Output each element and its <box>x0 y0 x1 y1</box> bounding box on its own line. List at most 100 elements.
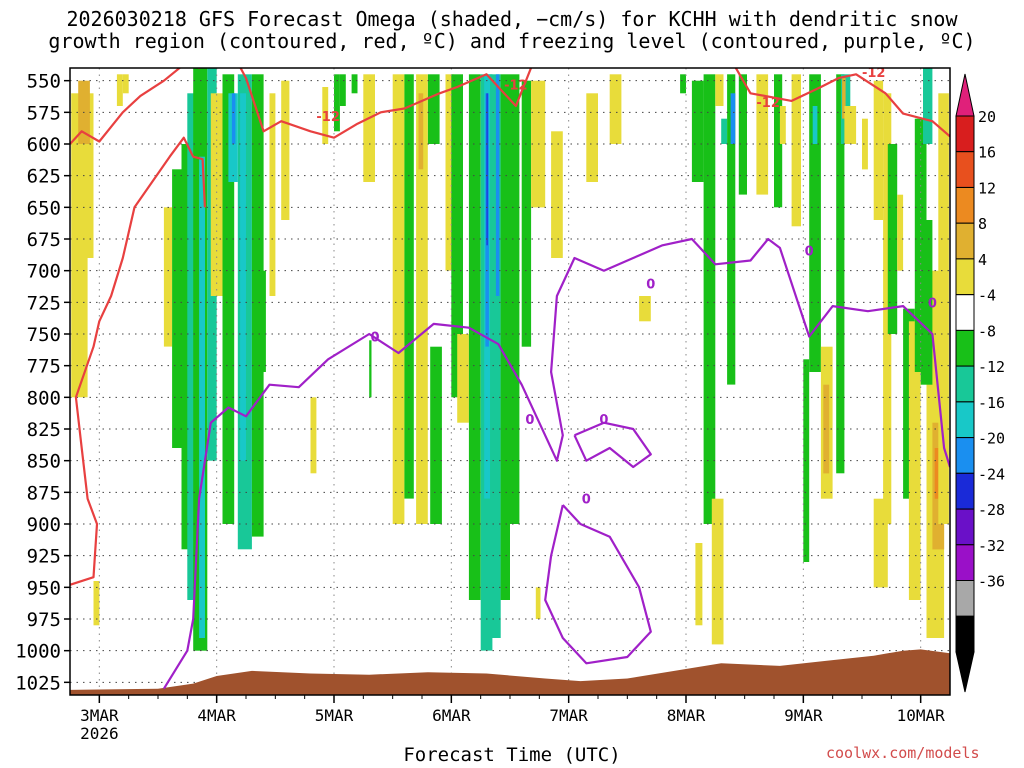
colorbar-label: -32 <box>978 537 1005 555</box>
omega-cell <box>457 334 469 423</box>
omega-cell <box>897 194 904 271</box>
colorbar-segment <box>955 401 975 439</box>
omega-cell <box>812 106 818 144</box>
omega-cell <box>609 74 622 144</box>
omega-cell <box>680 74 686 94</box>
omega-cell <box>809 74 821 373</box>
terrain-fill <box>70 649 950 695</box>
contour-label: 0 <box>371 331 380 346</box>
omega-cell <box>451 74 463 398</box>
omega-cell <box>934 448 940 499</box>
colorbar-segment <box>955 580 975 617</box>
contour-lines: -12 -12 -12 -12 0 0 0 0 0 0 0 <box>70 66 950 690</box>
contour-label: 0 <box>582 493 591 508</box>
colorbar-segment <box>955 329 975 367</box>
omega-cell <box>199 156 205 638</box>
x-tick-label: 3MAR <box>80 706 119 725</box>
y-tick-label: 850 <box>27 451 61 473</box>
omega-cell <box>695 543 703 626</box>
omega-cell <box>521 80 532 347</box>
contour-label: -12 <box>756 96 780 111</box>
omega-cell <box>842 78 846 119</box>
omega-cell <box>210 93 223 296</box>
x-tick-label: 5MAR <box>315 706 354 725</box>
colorbar-segment <box>955 544 975 581</box>
omega-cell <box>721 118 728 144</box>
colorbar: 20 16 12 8 4 -4 -8 -12 -16 -20 -24 -28 -32 -36 <box>955 73 1005 693</box>
colorbar-bottom-arrow <box>955 651 975 693</box>
omega-cell <box>416 74 428 525</box>
omega-cell <box>445 74 454 271</box>
omega-cell <box>510 74 520 525</box>
omega-cell <box>873 498 888 588</box>
omega-cell <box>172 169 182 449</box>
omega-cell <box>756 74 769 195</box>
x-tick-label: 7MAR <box>549 706 588 725</box>
y-tick-label: 900 <box>27 514 61 536</box>
omega-cell <box>495 74 500 296</box>
credit-link[interactable]: coolwx.com/models <box>826 744 980 762</box>
colorbar-label: -20 <box>978 430 1005 448</box>
y-tick-label: 675 <box>27 229 61 251</box>
omega-cell <box>730 93 736 144</box>
y-tick-label: 1000 <box>15 641 61 663</box>
omega-cell <box>322 87 329 144</box>
omega-cell <box>71 258 88 398</box>
colorbar-label: 12 <box>978 179 996 197</box>
y-tick-label: 600 <box>27 134 61 156</box>
colorbar-segment <box>955 472 975 510</box>
omega-cell <box>310 397 317 474</box>
omega-cell <box>392 74 405 525</box>
omega-cell <box>163 207 173 347</box>
y-tick-label: 875 <box>27 482 61 504</box>
contour-label: 0 <box>525 413 534 428</box>
x-tick-label: 9MAR <box>784 706 823 725</box>
y-tick-label: 800 <box>27 387 61 409</box>
omega-cell <box>887 144 898 334</box>
omega-cell <box>222 74 235 525</box>
omega-cell <box>738 74 747 195</box>
y-tick-label: 975 <box>27 609 61 631</box>
omega-cell <box>715 74 724 106</box>
omega-cell <box>369 340 372 398</box>
contour-label: 0 <box>928 296 937 311</box>
omega-cell <box>691 80 704 182</box>
omega-cell <box>923 68 933 144</box>
omega-cell <box>551 131 563 258</box>
y-tick-label: 925 <box>27 546 61 568</box>
x-tick-label: 6MAR <box>432 706 471 725</box>
omega-cell <box>187 93 199 601</box>
x-tick-label: 4MAR <box>197 706 236 725</box>
colorbar-label: -8 <box>978 322 996 340</box>
omega-cell <box>920 220 933 385</box>
colorbar-segment <box>955 294 975 331</box>
omega-cell <box>727 74 736 385</box>
colorbar-segment <box>955 187 975 224</box>
dgz-minus12-contour <box>70 68 950 145</box>
omega-cell <box>122 74 129 94</box>
chart-title: 2026030218 GFS Forecast Omega (shaded, −… <box>48 7 976 53</box>
colorbar-label: -4 <box>978 287 996 305</box>
omega-shading <box>71 68 949 651</box>
contour-label: -12 <box>862 66 886 81</box>
freezing-level-contour <box>162 237 950 690</box>
omega-cell <box>116 74 123 106</box>
omega-cell <box>363 74 375 182</box>
omega-cell <box>93 581 100 626</box>
omega-cell <box>639 296 651 322</box>
contour-label: 0 <box>646 277 655 292</box>
contour-label: -12 <box>316 110 340 125</box>
y-tick-label: 650 <box>27 197 61 219</box>
colorbar-label: 16 <box>978 144 996 162</box>
omega-cell <box>430 346 442 524</box>
dgz-lower-contour <box>70 136 206 586</box>
omega-cell <box>535 587 541 619</box>
y-axis: 550 575 600 625 650 675 700 725 750 775 800 825 850 8… <box>15 71 70 694</box>
y-tick-label: 725 <box>27 292 61 314</box>
omega-cell <box>490 74 501 639</box>
omega-cell <box>873 80 884 220</box>
y-tick-label: 625 <box>27 166 61 188</box>
colorbar-segment <box>955 222 975 260</box>
contour-label: 0 <box>805 244 814 259</box>
